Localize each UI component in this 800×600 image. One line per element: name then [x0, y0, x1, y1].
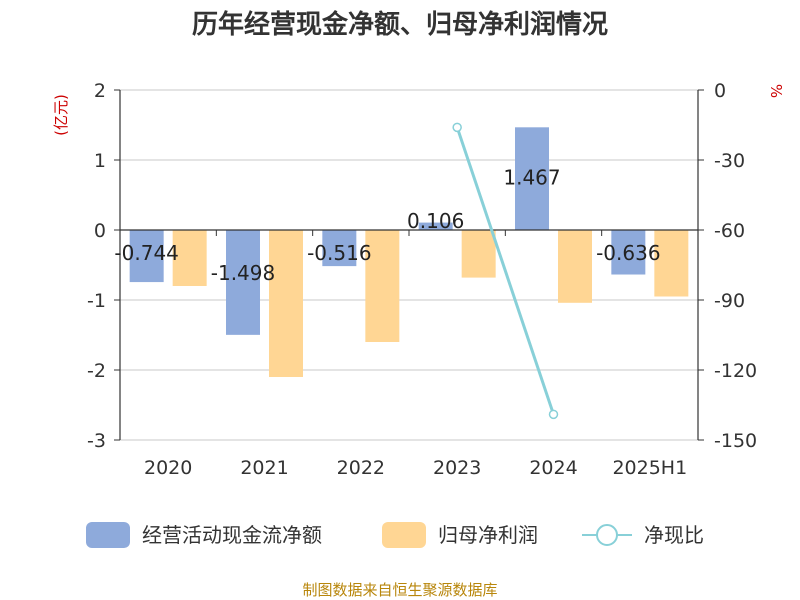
- bar-series: [129, 127, 689, 377]
- legend-marker: [596, 524, 618, 546]
- chart-title: 历年经营现金净额、归母净利润情况: [192, 9, 608, 40]
- source-note: 制图数据来自恒生聚源数据库: [302, 581, 497, 599]
- net-cash-ratio-point: [452, 122, 462, 133]
- x-tick-label: 2020: [144, 457, 192, 479]
- legend: 经营活动现金流净额 归母净利润 净现比: [86, 522, 704, 548]
- left-axis-unit: (亿元): [52, 94, 70, 136]
- right-tick-label: 0: [714, 80, 726, 102]
- left-tick-label: 2: [94, 80, 106, 102]
- left-tick-label: 0: [94, 220, 106, 242]
- line-series: [452, 122, 559, 420]
- net-profit-bar: [269, 230, 303, 377]
- net-profit-bar: [365, 230, 400, 342]
- bar-data-label: 0.106: [407, 209, 464, 233]
- right-tick-label: -90: [714, 290, 745, 312]
- net-profit-bar: [172, 230, 207, 286]
- net-profit-bar: [558, 230, 592, 303]
- left-tick-label: 1: [94, 150, 106, 172]
- net-profit-bar: [461, 230, 496, 278]
- bar-data-label: -1.498: [211, 261, 275, 285]
- net-profit-bar: [654, 230, 689, 297]
- cash-flow-bar: [322, 230, 357, 267]
- x-tick-label: 2024: [529, 457, 577, 479]
- legend-label: 净现比: [644, 523, 704, 547]
- legend-swatch: [382, 522, 426, 548]
- bar-data-label: -0.744: [114, 241, 178, 265]
- right-tick-label: -120: [714, 360, 757, 382]
- legend-swatch: [86, 522, 130, 548]
- left-tick-label: -2: [87, 360, 106, 382]
- data-labels: -0.744 -1.498 -0.516 0.106 1.467 -0.636: [114, 165, 660, 285]
- bar-data-label: -0.516: [307, 241, 371, 265]
- left-tick-label: -3: [87, 430, 106, 452]
- net-cash-ratio-line: [455, 126, 555, 415]
- right-tick-label: -60: [714, 220, 745, 242]
- x-tick-label: 2022: [337, 457, 385, 479]
- legend-label: 经营活动现金流净额: [142, 523, 322, 547]
- net-cash-ratio-point: [548, 409, 559, 420]
- cash-flow-bar: [515, 127, 549, 230]
- x-tick-label: 2023: [433, 457, 481, 479]
- cash-flow-bar: [418, 222, 453, 230]
- legend-label: 归母净利润: [438, 523, 538, 547]
- x-tick-label: 2021: [240, 457, 288, 479]
- right-axis-unit: %: [767, 84, 785, 98]
- cash-flow-bar: [129, 230, 164, 283]
- gridlines: [120, 89, 698, 441]
- right-tick-label: -30: [714, 150, 745, 172]
- left-tick-label: -1: [87, 290, 106, 312]
- cash-flow-bar: [611, 230, 646, 275]
- axes: -3 -2 -1 0 1 2 -150 -120 -90 -60 -30 0 2020 2021 2022 2…: [87, 80, 757, 479]
- x-tick-label: 2025H1: [612, 457, 687, 479]
- bar-data-label: -0.636: [596, 241, 660, 265]
- cash-flow-bar: [226, 230, 260, 335]
- right-tick-label: -150: [714, 430, 757, 452]
- bar-data-label: 1.467: [503, 165, 560, 189]
